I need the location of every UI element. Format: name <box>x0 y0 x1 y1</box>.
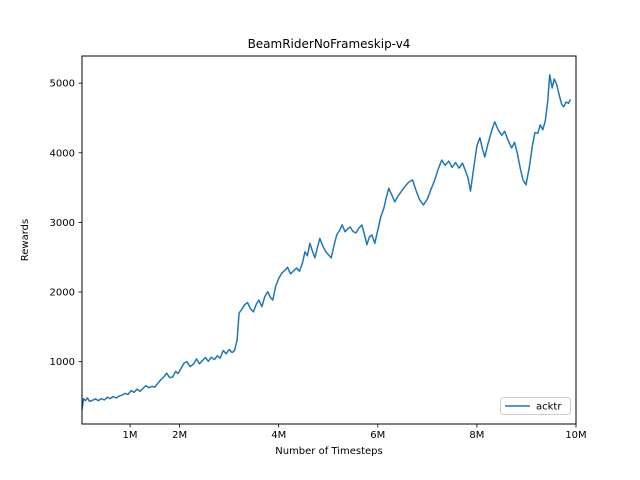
x-axis-ticks: 1M 2M 4M 6M 8M 10M <box>123 424 587 441</box>
x-tick-label: 6M <box>370 430 385 441</box>
y-tick-label: 5000 <box>50 79 75 90</box>
axes-frame <box>81 55 577 425</box>
y-tick-label: 1000 <box>50 357 75 368</box>
plot-area <box>82 56 576 424</box>
y-axis-ticks: 1000 2000 3000 4000 5000 <box>50 79 82 368</box>
legend: acktr <box>500 397 571 415</box>
y-tick-label: 4000 <box>50 148 75 159</box>
data-line-acktr <box>82 74 571 411</box>
y-tick-label: 2000 <box>50 288 75 299</box>
x-tick-label: 1M <box>123 430 138 441</box>
series-group <box>82 74 571 411</box>
x-tick-label: 10M <box>565 430 586 441</box>
x-axis-label: Number of Timesteps <box>275 446 382 457</box>
y-axis-label: Rewards <box>20 219 31 261</box>
chart-title: BeamRiderNoFrameskip-v4 <box>248 37 411 51</box>
legend-box <box>500 397 571 415</box>
x-tick-label: 8M <box>469 430 484 441</box>
x-tick-label: 4M <box>271 430 286 441</box>
y-tick-label: 3000 <box>50 218 75 229</box>
legend-entry-label: acktr <box>536 402 562 413</box>
x-tick-label: 2M <box>172 430 187 441</box>
